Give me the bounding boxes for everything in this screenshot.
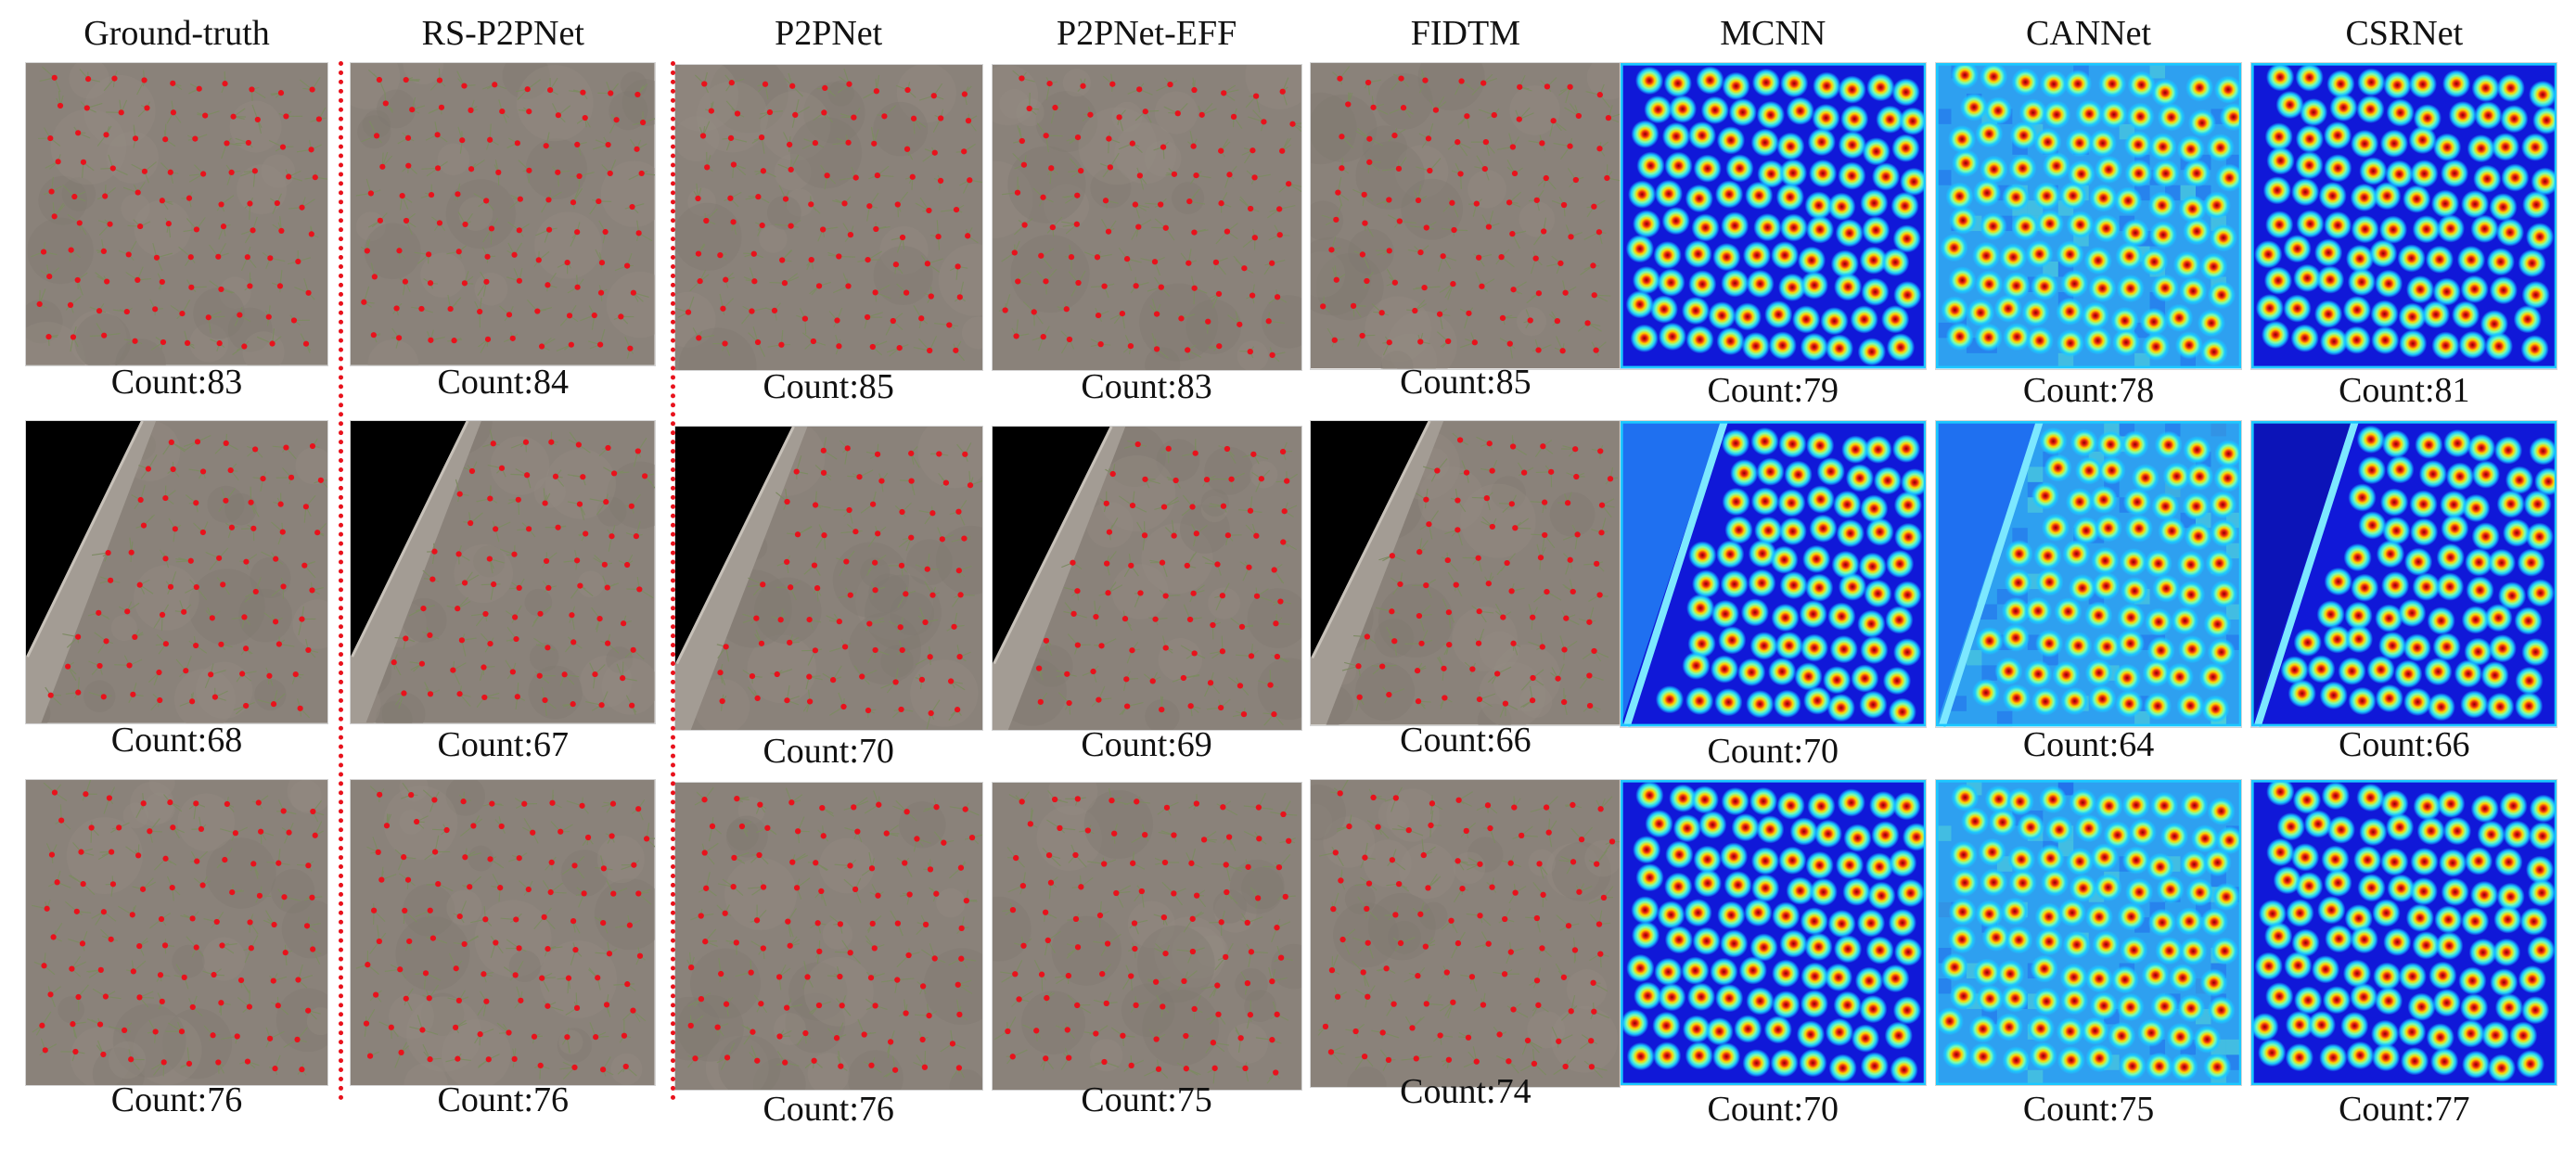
count-label-ground-truth-row-3: Count:76 — [110, 1080, 243, 1119]
count-label-cannet-row-2: Count:64 — [2022, 725, 2155, 765]
count-label-mcnn-row-1: Count:79 — [1707, 370, 1839, 410]
count-label-csrnet-row-1: Count:81 — [2339, 370, 2470, 410]
crop-image-p2pnet-row-2 — [673, 425, 983, 732]
count-label-csrnet-row-3: Count:77 — [2339, 1090, 2470, 1130]
count-label-fidtm-row-2: Count:66 — [1400, 720, 1532, 760]
count-label-p2pnet-row-3: Count:76 — [763, 1090, 894, 1130]
density-map-csrnet-row-3 — [2250, 778, 2558, 1086]
count-label-cannet-row-3: Count:75 — [2022, 1090, 2155, 1130]
crop-image-ground-truth-row-2 — [24, 420, 329, 725]
dotted-divider-2 — [671, 60, 676, 1101]
count-label-fidtm-row-3: Count:74 — [1400, 1071, 1532, 1111]
count-label-csrnet-row-2: Count:66 — [2339, 725, 2470, 765]
density-map-csrnet-row-1 — [2250, 62, 2558, 370]
count-label-rs-p2pnet-row-3: Count:76 — [437, 1080, 570, 1119]
density-map-mcnn-row-2 — [1619, 420, 1927, 728]
crop-image-p2pnet-eff-row-3 — [991, 782, 1302, 1092]
column-header-p2pnet-eff: P2PNet-EFF — [1056, 14, 1237, 53]
column-header-mcnn: MCNN — [1720, 14, 1826, 53]
crop-image-p2pnet-eff-row-1 — [991, 64, 1302, 372]
count-label-ground-truth-row-1: Count:83 — [110, 362, 243, 402]
crop-image-rs-p2pnet-row-2 — [350, 420, 657, 725]
count-label-mcnn-row-2: Count:70 — [1707, 732, 1839, 772]
count-label-p2pnet-eff-row-2: Count:69 — [1081, 725, 1212, 765]
count-label-p2pnet-row-1: Count:85 — [763, 367, 894, 407]
count-label-rs-p2pnet-row-2: Count:67 — [437, 725, 570, 765]
dotted-divider-1 — [339, 60, 344, 1101]
density-map-mcnn-row-1 — [1619, 62, 1927, 370]
column-header-fidtm: FIDTM — [1410, 14, 1520, 53]
crop-image-ground-truth-row-3 — [24, 778, 329, 1086]
crop-image-ground-truth-row-1 — [24, 62, 329, 367]
count-label-mcnn-row-3: Count:70 — [1707, 1090, 1839, 1130]
count-label-fidtm-row-1: Count:85 — [1400, 362, 1532, 402]
density-map-cannet-row-2 — [1934, 420, 2243, 728]
crop-image-fidtm-row-1 — [1310, 62, 1621, 370]
count-label-rs-p2pnet-row-1: Count:84 — [437, 362, 570, 402]
crop-image-p2pnet-eff-row-2 — [991, 425, 1302, 732]
count-label-ground-truth-row-2: Count:68 — [110, 720, 243, 760]
density-map-cannet-row-1 — [1934, 62, 2243, 370]
crop-image-rs-p2pnet-row-3 — [350, 778, 657, 1086]
count-label-cannet-row-1: Count:78 — [2022, 370, 2155, 410]
count-label-p2pnet-eff-row-1: Count:83 — [1081, 367, 1212, 407]
density-map-mcnn-row-3 — [1619, 778, 1927, 1086]
count-label-p2pnet-row-2: Count:70 — [763, 732, 894, 772]
crop-image-fidtm-row-2 — [1310, 420, 1621, 726]
density-map-cannet-row-3 — [1934, 778, 2243, 1086]
crop-image-rs-p2pnet-row-1 — [350, 62, 657, 367]
crop-image-p2pnet-row-3 — [673, 782, 983, 1092]
column-header-cannet: CANNet — [2025, 14, 2152, 53]
crop-image-fidtm-row-3 — [1310, 778, 1621, 1088]
density-map-csrnet-row-2 — [2250, 420, 2558, 728]
column-header-csrnet: CSRNet — [2345, 14, 2464, 53]
count-label-p2pnet-eff-row-3: Count:75 — [1081, 1080, 1212, 1119]
crop-image-p2pnet-row-1 — [673, 64, 983, 372]
column-header-rs-p2pnet: RS-P2PNet — [421, 14, 584, 53]
column-header-p2pnet: P2PNet — [775, 14, 883, 53]
column-header-ground-truth: Ground-truth — [83, 14, 270, 53]
